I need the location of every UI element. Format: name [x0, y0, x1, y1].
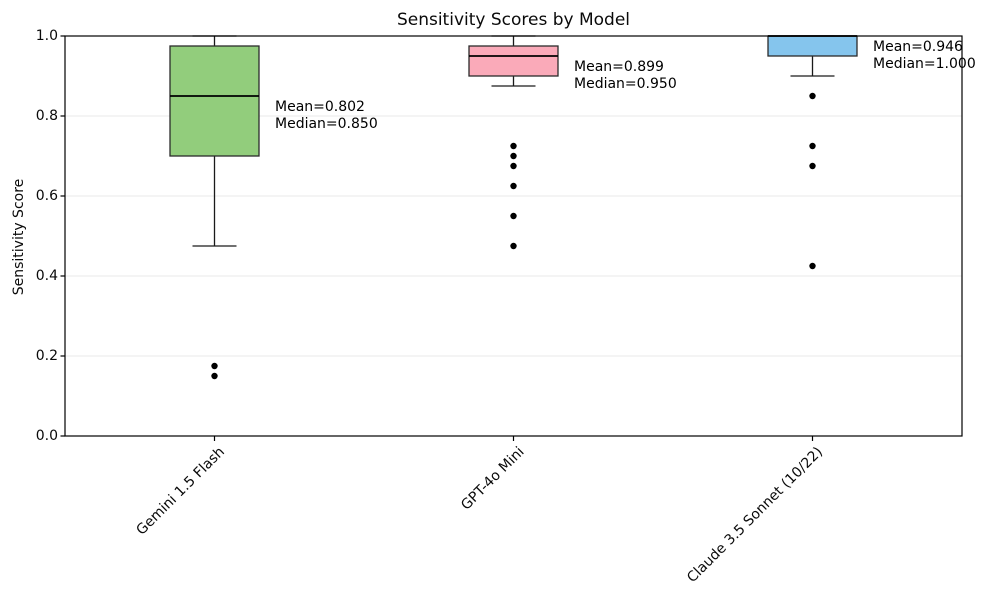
outlier-dot — [211, 372, 218, 380]
y-tick-label-0_8: 0.8 — [35, 108, 58, 124]
y-tick-label-0_6: 0.6 — [35, 188, 58, 204]
outlier-dot — [809, 92, 816, 100]
outlier-dot — [809, 142, 816, 150]
outlier-dot — [211, 362, 218, 370]
annotation-gpt4o-mini: Mean=0.899 Median=0.950 — [574, 59, 677, 93]
y-tick-label-1_0: 1.0 — [35, 28, 58, 44]
outlier-dot — [510, 142, 517, 150]
outlier-dot — [809, 262, 816, 270]
annotation-claude-median: Median=1.000 — [873, 56, 976, 72]
outlier-dot — [510, 182, 517, 190]
box-rect — [767, 35, 858, 57]
box-rect — [169, 45, 260, 157]
annotation-gemini-median: Median=0.850 — [275, 116, 378, 132]
annotation-claude-mean: Mean=0.946 — [873, 39, 963, 55]
y-tick-label-0_4: 0.4 — [35, 268, 58, 284]
outlier-dot — [510, 152, 517, 160]
chart-title: Sensitivity Scores by Model — [396, 10, 631, 30]
y-tick-label-0_2: 0.2 — [35, 348, 58, 364]
annotation-gpt4o-mini-median: Median=0.950 — [574, 76, 677, 92]
outlier-dot — [510, 162, 517, 170]
annotation-gemini-mean: Mean=0.802 — [275, 99, 365, 115]
box-rect — [468, 45, 559, 77]
outlier-dot — [510, 242, 517, 250]
annotation-gpt4o-mini-mean: Mean=0.899 — [574, 59, 664, 75]
outlier-dot — [809, 162, 816, 170]
annotation-gemini: Mean=0.802 Median=0.850 — [275, 99, 378, 133]
y-tick-label-0_0: 0.0 — [35, 428, 58, 444]
annotation-claude: Mean=0.946 Median=1.000 — [873, 39, 976, 73]
outlier-dot — [510, 212, 517, 220]
